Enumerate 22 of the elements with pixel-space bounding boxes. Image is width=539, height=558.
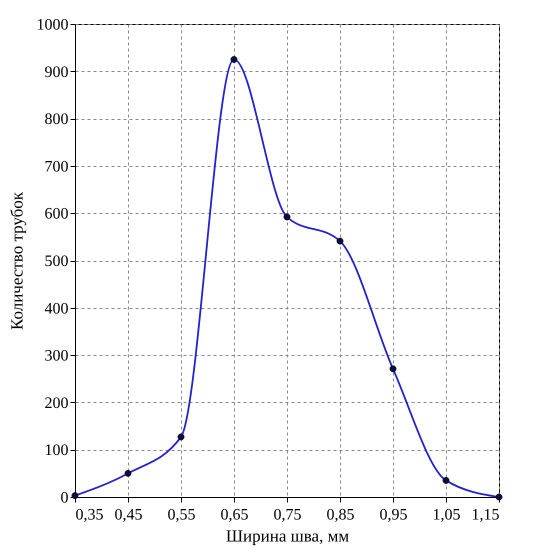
x-tick-label: 0,35 <box>76 506 104 524</box>
x-tick-label: 0,65 <box>220 506 248 524</box>
y-tick-label: 0 <box>60 490 68 506</box>
x-tick-label: 1,05 <box>432 506 460 524</box>
x-axis-title: Ширина шва, мм <box>226 526 350 546</box>
y-tick-label: 1000 <box>36 16 68 34</box>
y-tick-label: 300 <box>44 348 68 365</box>
x-tick-label: 0,75 <box>274 506 302 524</box>
y-tick-label: 500 <box>44 253 68 270</box>
y-axis-title: Количество трубок <box>8 191 26 330</box>
x-tick-label: 1,15 <box>472 506 500 524</box>
y-tick-label: 600 <box>44 206 68 223</box>
y-tick-label: 800 <box>44 111 68 128</box>
x-tick-label: 0,45 <box>114 506 142 524</box>
x-tick-label: 0,85 <box>326 506 354 524</box>
y-tick-label: 900 <box>44 64 68 81</box>
x-tick-label: 0,95 <box>380 506 408 524</box>
y-tick-label: 200 <box>44 394 68 412</box>
y-tick-label: 700 <box>44 158 68 176</box>
x-tick-label: 0,55 <box>168 506 196 524</box>
y-tick-label: 100 <box>44 442 68 460</box>
y-tick-label: 400 <box>44 300 68 318</box>
